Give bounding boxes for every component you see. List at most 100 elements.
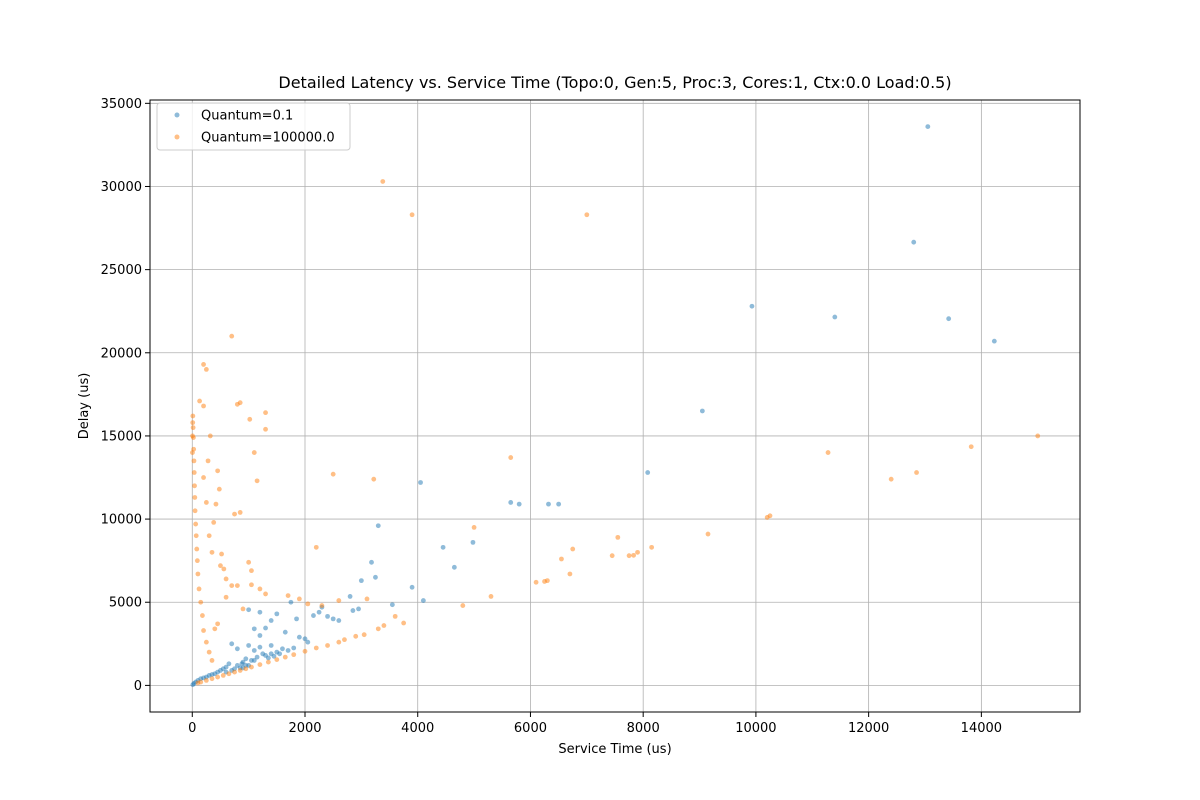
- data-point: [749, 303, 755, 309]
- data-point: [274, 657, 280, 663]
- data-point: [263, 591, 268, 597]
- data-point: [645, 470, 651, 475]
- data-point: [556, 501, 562, 507]
- data-point: [254, 654, 260, 660]
- data-point: [209, 658, 215, 663]
- data-point: [533, 579, 539, 585]
- data-point: [215, 621, 221, 627]
- data-point: [356, 606, 361, 612]
- data-point: [246, 607, 252, 613]
- data-point: [209, 676, 215, 682]
- data-point: [193, 533, 199, 539]
- data-point: [221, 566, 227, 572]
- data-point: [213, 501, 219, 507]
- data-point: [968, 444, 974, 450]
- legend-marker-quantum-100000: [174, 134, 180, 140]
- data-point: [251, 658, 257, 663]
- data-point: [246, 643, 252, 648]
- data-point: [232, 669, 237, 675]
- data-point: [925, 124, 931, 130]
- data-point: [516, 501, 522, 507]
- data-point: [409, 584, 415, 590]
- data-point: [375, 626, 381, 632]
- y-tick-label: 15000: [101, 429, 142, 444]
- data-point: [209, 549, 215, 555]
- data-point: [257, 644, 263, 650]
- data-point: [381, 623, 387, 628]
- data-point: [232, 511, 237, 517]
- data-point: [220, 666, 226, 672]
- data-point: [825, 450, 831, 455]
- data-point: [201, 362, 206, 367]
- data-point: [280, 646, 285, 652]
- legend-label-quantum-100000: Quantum=100000.0: [201, 131, 335, 146]
- data-point: [191, 470, 197, 475]
- plot-frame: [149, 99, 1081, 713]
- data-point: [285, 648, 291, 653]
- x-axis-label: Service Time (us): [558, 742, 671, 757]
- data-point: [215, 468, 221, 474]
- legend-box: [156, 102, 351, 151]
- data-point: [195, 680, 201, 686]
- data-point: [203, 367, 209, 372]
- data-point: [888, 476, 894, 482]
- data-point: [353, 633, 359, 639]
- data-point: [207, 433, 213, 439]
- data-point: [615, 534, 621, 540]
- data-point: [277, 651, 283, 657]
- y-tick-label: 20000: [101, 346, 142, 361]
- data-point: [282, 629, 288, 635]
- data-point: [229, 333, 235, 339]
- data-point: [216, 486, 222, 492]
- data-point: [911, 239, 917, 245]
- data-point: [203, 678, 209, 683]
- data-point: [203, 639, 209, 645]
- data-point: [251, 626, 257, 632]
- x-tick-label: 2000: [288, 721, 321, 736]
- data-point: [358, 578, 364, 584]
- data-point: [192, 495, 198, 500]
- x-tick-label: 6000: [514, 721, 547, 736]
- data-point: [336, 598, 342, 603]
- data-point: [440, 544, 446, 550]
- data-point: [194, 558, 200, 564]
- y-tick-label: 0: [134, 679, 142, 694]
- data-point: [649, 544, 655, 550]
- data-point: [291, 645, 297, 651]
- data-point: [205, 458, 211, 464]
- data-point: [251, 648, 257, 653]
- data-point: [219, 551, 224, 557]
- data-point: [631, 552, 636, 558]
- data-point: [190, 425, 196, 431]
- data-point: [243, 656, 249, 662]
- data-point: [914, 470, 919, 475]
- data-point: [1035, 433, 1041, 439]
- x-tick-label: 14000: [961, 721, 1002, 736]
- legend-marker-quantum-0-1: [174, 112, 180, 118]
- data-point: [699, 408, 705, 414]
- data-point: [271, 653, 277, 659]
- y-tick-label: 25000: [101, 263, 142, 278]
- data-point: [223, 576, 229, 582]
- data-point: [201, 475, 206, 480]
- data-point: [488, 594, 494, 599]
- data-point: [460, 603, 466, 608]
- data-point: [546, 501, 551, 507]
- data-point: [229, 583, 235, 589]
- data-point: [191, 458, 197, 464]
- data-point: [237, 400, 243, 406]
- data-point: [240, 606, 246, 612]
- data-point: [389, 602, 395, 608]
- data-point: [196, 586, 202, 592]
- data-point: [234, 583, 240, 589]
- series-quantum-100000: [190, 179, 1041, 686]
- data-point: [237, 510, 243, 515]
- legend-label-quantum-0-1: Quantum=0.1: [201, 109, 293, 124]
- data-point: [347, 594, 353, 599]
- data-point: [226, 661, 232, 667]
- data-point: [311, 613, 316, 618]
- data-point: [265, 659, 271, 665]
- data-point: [223, 594, 229, 600]
- y-tick-label: 10000: [101, 513, 142, 528]
- grid-lines: [150, 100, 1080, 712]
